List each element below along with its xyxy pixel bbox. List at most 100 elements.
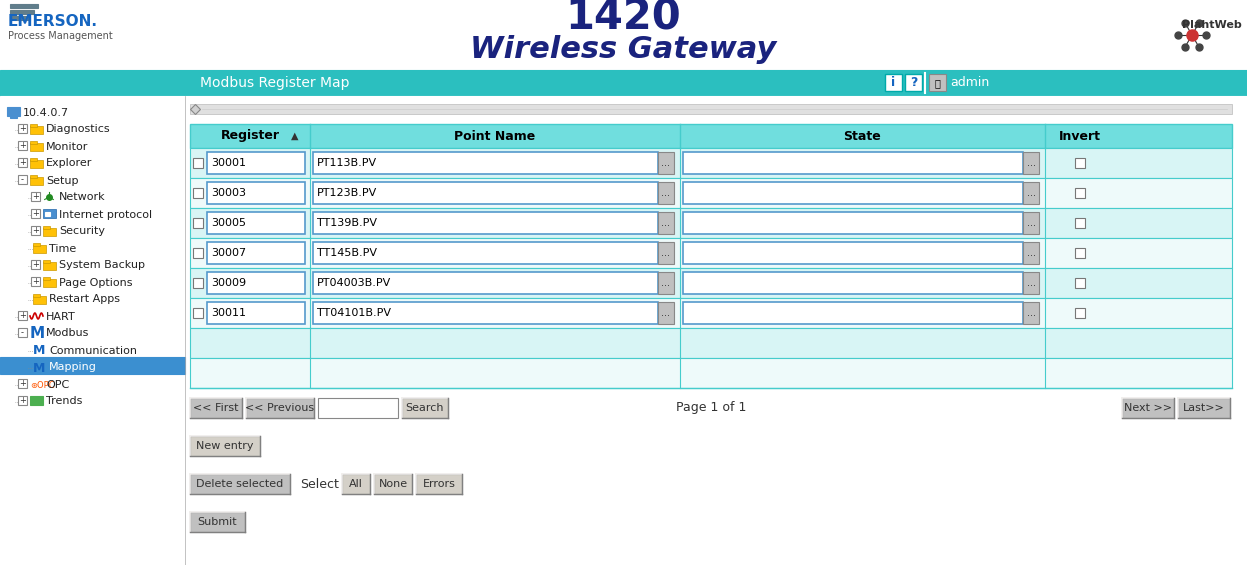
Text: 🔒: 🔒 <box>934 78 940 88</box>
Bar <box>885 74 902 91</box>
Bar <box>10 10 34 14</box>
Text: 1420: 1420 <box>566 0 681 39</box>
Text: 30009: 30009 <box>211 278 246 288</box>
Text: +: + <box>19 124 26 133</box>
Bar <box>1023 242 1039 264</box>
Bar <box>42 228 56 236</box>
Bar <box>246 398 314 418</box>
Bar <box>190 358 1232 388</box>
Bar <box>207 302 306 324</box>
Text: ...: ... <box>1026 188 1035 198</box>
Bar <box>313 272 658 294</box>
Bar <box>185 96 1247 565</box>
Text: Wireless Gateway: Wireless Gateway <box>470 36 777 64</box>
Text: 30001: 30001 <box>211 158 246 168</box>
Text: Page Options: Page Options <box>59 277 132 288</box>
Text: -: - <box>21 328 24 337</box>
Bar <box>929 74 946 91</box>
Text: Search: Search <box>405 403 444 413</box>
Bar <box>1075 278 1085 288</box>
Bar <box>658 302 673 324</box>
Bar <box>1075 158 1085 168</box>
Bar <box>658 242 673 264</box>
Bar <box>658 272 673 294</box>
Bar <box>32 294 40 297</box>
Text: System Backup: System Backup <box>59 260 145 271</box>
Text: ...: ... <box>1026 158 1035 168</box>
Text: +: + <box>32 277 39 286</box>
Bar <box>658 212 673 234</box>
Bar <box>683 302 1023 324</box>
Text: Mapping: Mapping <box>49 363 97 372</box>
Text: Modbus: Modbus <box>46 328 90 338</box>
Text: M: M <box>32 345 45 358</box>
Bar <box>1023 182 1039 204</box>
Bar <box>17 311 27 320</box>
Bar <box>1075 308 1085 318</box>
Bar <box>207 212 306 234</box>
Bar <box>30 158 37 161</box>
Bar <box>683 182 1023 204</box>
Bar <box>30 160 42 168</box>
Bar <box>1075 248 1085 258</box>
Text: 30011: 30011 <box>211 308 246 318</box>
Text: TT139B.PV: TT139B.PV <box>317 218 377 228</box>
Bar <box>190 104 1232 114</box>
Bar <box>10 4 37 8</box>
Bar <box>190 148 1232 178</box>
Bar <box>193 188 203 198</box>
Bar <box>42 260 50 263</box>
Text: ...: ... <box>661 218 671 228</box>
Text: Delete selected: Delete selected <box>196 479 283 489</box>
Text: ...: ... <box>661 278 671 288</box>
Text: ?: ? <box>910 76 918 89</box>
Bar <box>32 243 40 246</box>
Bar <box>1023 212 1039 234</box>
Text: +: + <box>19 379 26 388</box>
Bar <box>313 242 658 264</box>
Bar <box>1075 188 1085 198</box>
Text: ...: ... <box>1026 218 1035 228</box>
Bar <box>31 209 40 218</box>
Text: +: + <box>19 311 26 320</box>
Bar <box>658 182 673 204</box>
Bar <box>7 107 20 116</box>
Text: State: State <box>844 129 882 142</box>
Text: Submit: Submit <box>198 517 237 527</box>
Text: ...: ... <box>661 188 671 198</box>
Text: M: M <box>30 327 45 341</box>
Text: Diagnostics: Diagnostics <box>46 124 111 134</box>
Bar <box>1122 398 1173 418</box>
Bar <box>42 226 50 229</box>
Bar <box>313 152 658 174</box>
Bar <box>905 74 922 91</box>
Text: i: i <box>890 76 895 89</box>
Bar <box>1075 218 1085 228</box>
Text: 30003: 30003 <box>211 188 246 198</box>
Text: Page 1 of 1: Page 1 of 1 <box>676 402 746 415</box>
Text: +: + <box>19 396 26 405</box>
Text: -: - <box>21 175 24 184</box>
Bar <box>313 182 658 204</box>
Bar <box>190 124 1232 148</box>
Bar <box>30 177 42 185</box>
Text: << First: << First <box>193 403 238 413</box>
Bar <box>318 398 398 418</box>
Text: New entry: New entry <box>196 441 253 451</box>
Text: 30005: 30005 <box>211 218 246 228</box>
Text: << Previous: << Previous <box>246 403 314 413</box>
Text: Time: Time <box>49 244 76 254</box>
Bar <box>45 212 50 216</box>
Text: Modbus Register Map: Modbus Register Map <box>200 76 349 90</box>
Bar <box>683 152 1023 174</box>
Bar <box>190 398 242 418</box>
Text: ⊛OPC: ⊛OPC <box>30 380 55 389</box>
Text: ...: ... <box>1026 278 1035 288</box>
Text: PT113B.PV: PT113B.PV <box>317 158 377 168</box>
Text: HART: HART <box>46 311 76 321</box>
Bar <box>42 262 56 270</box>
Bar <box>0 96 185 565</box>
Text: +: + <box>32 192 39 201</box>
Text: Explorer: Explorer <box>46 159 92 168</box>
Bar <box>17 124 27 133</box>
